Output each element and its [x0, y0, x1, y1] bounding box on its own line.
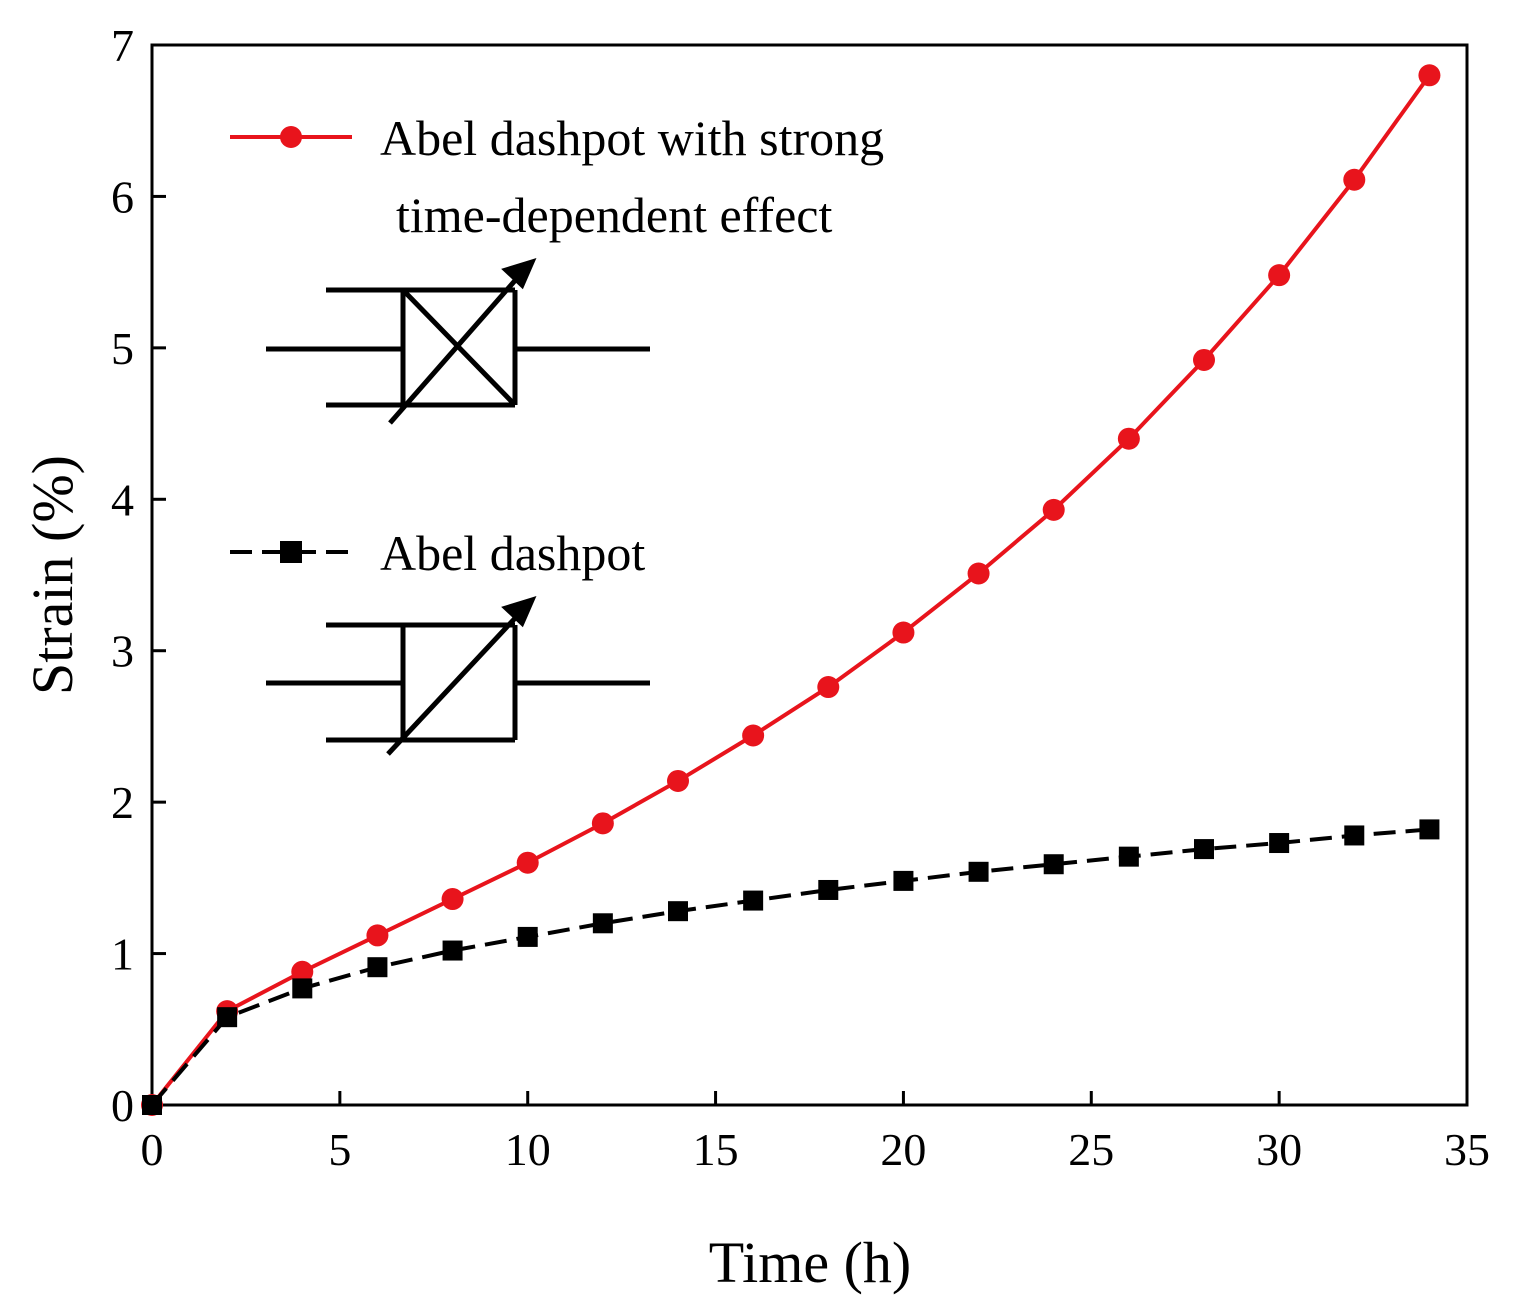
point-1-5	[517, 926, 538, 947]
point-1-7	[668, 901, 688, 922]
point-0-10	[892, 621, 915, 644]
x-tick-label-7: 35	[1444, 1124, 1490, 1175]
point-1-0	[142, 1095, 162, 1115]
y-tick-label-3: 3	[111, 626, 134, 677]
y-tick-label-1: 1	[111, 929, 134, 980]
point-1-8	[743, 890, 764, 911]
legend: Abel dashpot with strong time-dependent …	[230, 110, 884, 581]
point-0-13	[1117, 427, 1140, 450]
point-1-16	[1344, 825, 1365, 846]
y-tick-label-4: 4	[111, 474, 134, 525]
point-1-2	[292, 978, 313, 999]
series-line-1	[150, 827, 1430, 1107]
x-tick-label-4: 20	[880, 1124, 926, 1175]
strong-dashpot-symbol	[266, 258, 650, 425]
point-0-5	[516, 851, 539, 874]
y-tick-label-7: 7	[111, 20, 134, 71]
point-0-15	[1268, 264, 1291, 287]
x-tick-label-3: 15	[693, 1124, 739, 1175]
point-0-4	[441, 888, 464, 911]
x-tick-label-0: 0	[141, 1124, 164, 1175]
point-1-6	[592, 913, 613, 934]
point-0-11	[967, 562, 990, 585]
legend-marker-abel	[280, 541, 302, 563]
x-tick-label-5: 25	[1068, 1124, 1114, 1175]
point-1-9	[818, 879, 839, 900]
point-0-16	[1343, 168, 1366, 191]
y-tick-label-2: 2	[111, 777, 134, 828]
dashpot-symbol	[266, 596, 650, 756]
legend-entry-abel: Abel dashpot	[230, 525, 645, 581]
y-tick-label-5: 5	[111, 323, 134, 374]
point-1-13	[1118, 846, 1139, 867]
legend-label-strong-line1: Abel dashpot with strong	[380, 110, 884, 166]
y-tick-label-6: 6	[111, 171, 134, 222]
point-1-15	[1269, 833, 1290, 854]
point-1-14	[1194, 839, 1214, 860]
x-axis-title: Time (h)	[709, 1230, 912, 1295]
point-1-10	[893, 870, 914, 891]
point-0-8	[742, 724, 765, 747]
point-1-12	[1043, 854, 1064, 875]
legend-label-strong-line2: time-dependent effect	[396, 187, 832, 243]
legend-marker-strong	[280, 126, 302, 148]
y-tick-label-0: 0	[111, 1080, 134, 1131]
point-0-12	[1042, 498, 1065, 521]
point-0-3	[366, 924, 389, 947]
x-tick-label-6: 30	[1256, 1124, 1302, 1175]
series-line-0	[150, 74, 1432, 1107]
point-0-2	[291, 960, 314, 983]
series-1	[142, 819, 1440, 1115]
series-0	[141, 64, 1441, 1116]
point-0-7	[667, 769, 689, 792]
series-layer	[141, 64, 1441, 1116]
point-0-17	[1418, 64, 1441, 87]
point-1-17	[1419, 819, 1440, 840]
x-tick-label-1: 5	[328, 1124, 351, 1175]
point-0-14	[1193, 348, 1215, 371]
legend-label-abel: Abel dashpot	[380, 525, 645, 581]
point-1-3	[367, 957, 388, 978]
point-1-4	[442, 940, 463, 961]
point-1-1	[217, 1007, 238, 1028]
point-1-11	[968, 861, 989, 882]
legend-entry-strong: Abel dashpot with strong time-dependent …	[230, 110, 884, 243]
axis-ticks: 0 5 10 15 20 25 30 35 0 1 2 3 4 5 6 7	[111, 20, 1490, 1175]
plot-frame	[150, 43, 1469, 1107]
y-axis-title: Strain (%)	[20, 455, 85, 695]
point-0-9	[817, 676, 840, 699]
point-0-6	[591, 812, 614, 835]
x-tick-label-2: 10	[505, 1124, 551, 1175]
